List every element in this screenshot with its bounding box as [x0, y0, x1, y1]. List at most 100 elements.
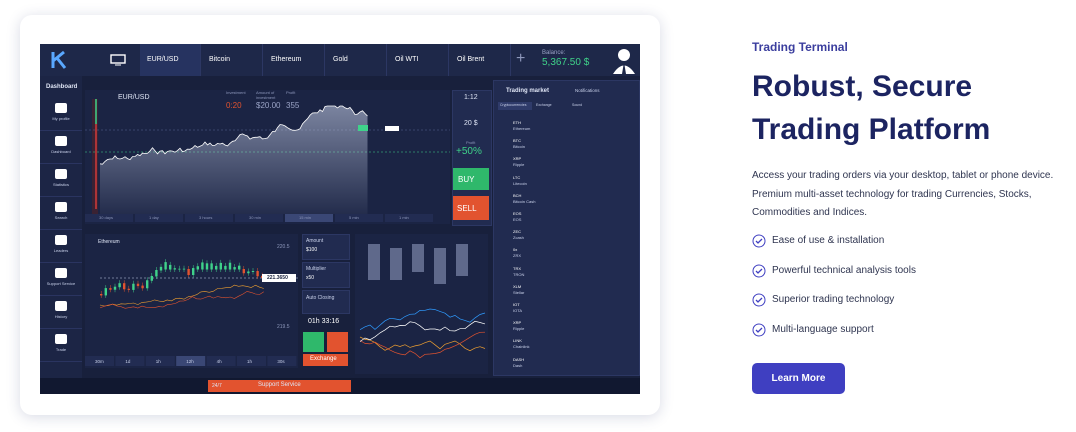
price-marker	[385, 126, 399, 131]
check-icon	[752, 293, 766, 307]
exchange-up[interactable]	[327, 332, 348, 352]
period-button[interactable]	[237, 356, 266, 366]
period-button[interactable]	[135, 214, 183, 222]
sidebar-icon	[55, 235, 67, 245]
coin-symbol: XRP	[513, 156, 522, 162]
sidebar-label: Support Service	[46, 281, 76, 286]
buy-button[interactable]	[453, 168, 489, 190]
sidebar-item[interactable]	[40, 230, 82, 263]
field-label: Amount	[306, 238, 324, 244]
feature-text: Superior trading technology	[772, 294, 895, 306]
candle	[196, 266, 199, 270]
check-circle	[752, 234, 766, 248]
period-button[interactable]	[385, 214, 433, 222]
exchange-button[interactable]	[303, 354, 348, 366]
mini-line	[359, 308, 486, 331]
candle	[159, 266, 163, 271]
sidebar-icon	[55, 136, 67, 146]
candle	[219, 262, 222, 270]
eyebrow: Trading Terminal	[752, 40, 848, 54]
coin-symbol: ZEC	[513, 229, 521, 235]
profit-label: Profit	[466, 140, 476, 145]
candle	[100, 294, 103, 296]
tab-label: Bitcoin	[209, 56, 231, 63]
sidebar-item[interactable]	[40, 164, 82, 197]
field-label: Auto Closing	[306, 295, 335, 301]
period-button[interactable]	[206, 356, 236, 366]
period-button[interactable]	[115, 356, 145, 366]
coin-symbol: 0x	[513, 247, 518, 253]
mini-line	[359, 331, 486, 359]
period-button[interactable]	[145, 356, 175, 366]
field-label: Multiplier	[306, 266, 327, 272]
tab[interactable]	[450, 44, 511, 76]
period-button[interactable]	[235, 214, 283, 222]
candle	[242, 269, 245, 274]
amount: 20 $	[464, 120, 478, 127]
market-tab-label[interactable]: Cryptocurrencies	[500, 103, 527, 107]
sidebar-label: Statistics	[52, 182, 69, 187]
top-bar: + Balance: 5,367.50 $ EUR/USD Bitcoin Ethe…	[40, 44, 640, 76]
balance: 5,367.50 $	[542, 57, 590, 68]
bottom-bar: 24/7 Support Service	[40, 378, 640, 394]
coin-name: Ethereum	[513, 126, 531, 131]
sidebar-item[interactable]	[40, 98, 82, 131]
sidebar-item[interactable]	[40, 263, 82, 296]
tab-label: Gold	[333, 56, 348, 63]
sidebar-item[interactable]	[40, 296, 82, 329]
support-label: Support Service	[258, 382, 301, 388]
market-panel	[493, 80, 640, 376]
order-field	[302, 234, 350, 260]
tab[interactable]	[326, 44, 387, 76]
sidebar-item[interactable]	[40, 197, 82, 230]
tab[interactable]	[202, 44, 263, 76]
market-tab-label[interactable]: Sound	[572, 103, 583, 107]
candle	[146, 280, 149, 289]
tab[interactable]	[140, 44, 201, 76]
coin-symbol: XLM	[513, 283, 522, 289]
period-button[interactable]	[85, 356, 114, 366]
add-tab[interactable]: +	[516, 50, 526, 67]
candle	[187, 269, 190, 276]
coin-name: ZRX	[513, 253, 521, 259]
candle	[132, 283, 135, 290]
tab-label: EUR/USD	[147, 56, 179, 63]
sidebar-item[interactable]	[40, 131, 82, 164]
period-label: 3 hours	[199, 215, 213, 220]
coin-name: Dash	[513, 362, 523, 368]
candle	[215, 265, 218, 270]
coin-symbol: IOT	[513, 302, 520, 307]
sidebar-item[interactable]	[40, 329, 82, 362]
market-tab-label[interactable]: Exchange	[536, 103, 552, 107]
check-mark	[755, 238, 763, 244]
tab-label: Oil Brent	[457, 56, 485, 63]
period-button[interactable]	[335, 214, 383, 222]
price-tag	[262, 274, 296, 282]
exchange-down[interactable]	[303, 332, 324, 352]
learn-more-button[interactable]: Learn More	[752, 363, 845, 394]
order-field	[302, 262, 350, 288]
icon-shape	[55, 103, 67, 113]
check-mark	[755, 327, 763, 334]
sidebar-label: Leaders	[53, 248, 69, 253]
candle	[224, 265, 227, 270]
sidebar-label: Search	[54, 215, 68, 220]
tab[interactable]	[388, 44, 449, 76]
tab[interactable]	[264, 44, 325, 76]
period-button[interactable]	[267, 356, 297, 366]
candle	[233, 267, 236, 270]
sidebar-icon	[55, 301, 67, 311]
support-bar[interactable]	[208, 380, 351, 392]
period-button[interactable]	[85, 214, 133, 222]
check-circle	[752, 264, 766, 278]
candle	[104, 288, 107, 296]
sell-button[interactable]	[453, 196, 489, 220]
lower-chart-bg	[85, 234, 298, 368]
period-button[interactable]	[176, 356, 206, 366]
market-tab[interactable]	[498, 102, 532, 110]
candle	[247, 271, 250, 274]
timer: 01h 33:16	[308, 318, 340, 325]
period-button[interactable]	[285, 214, 333, 222]
sidebar-icon	[55, 103, 67, 113]
period-button[interactable]	[185, 214, 233, 222]
